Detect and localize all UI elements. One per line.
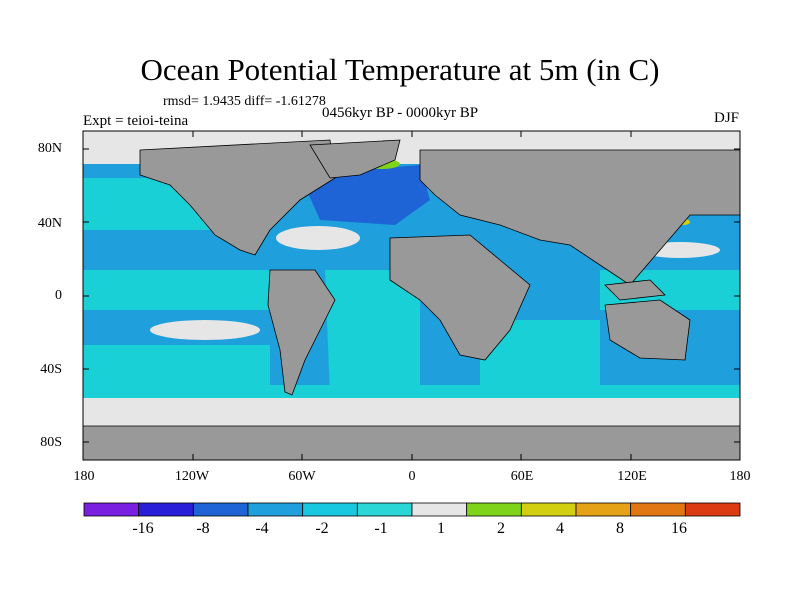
colorbar-label-neg16: -16	[132, 520, 154, 537]
lat-label-80s: 80S	[40, 435, 62, 450]
ocean-patch-near-zero-atlantic	[276, 226, 360, 250]
colorbar-label-2: 2	[497, 520, 505, 537]
colorbar-segment	[575, 502, 632, 517]
colorbar-segment	[466, 502, 522, 517]
ocean-band-light-southern	[83, 385, 740, 398]
ocean-band-light-atlantic	[325, 270, 420, 395]
lon-label-0: 0	[408, 469, 416, 484]
colorbar-label-1: 1	[437, 520, 445, 537]
lon-label-180e: 180	[729, 469, 751, 484]
land-greenland	[309, 139, 401, 179]
land-africa	[389, 234, 531, 361]
experiment-label: Expt = teioi-teina	[83, 113, 189, 129]
colorbar-segment	[630, 502, 686, 517]
lat-label-40n: 40N	[37, 216, 62, 231]
rmsd-diff-stats: rmsd= 1.9435 diff= -1.61278	[163, 94, 326, 109]
colorbar-segment	[192, 502, 249, 517]
season-label: DJF	[713, 110, 739, 126]
colorbar-segment	[138, 502, 194, 517]
ocean-antarctic-near-zero	[83, 398, 740, 426]
lat-label-40s: 40S	[40, 362, 62, 377]
colorbar-label-neg4: -4	[255, 520, 269, 537]
colorbar-segment	[247, 502, 304, 517]
colorbar-label-16: 16	[671, 520, 687, 537]
ocean-band-light-indian	[480, 320, 600, 395]
colorbar-label-4: 4	[556, 520, 564, 537]
colorbar-segment	[411, 502, 468, 517]
ocean-patch-near-zero-south	[150, 320, 260, 340]
colorbar-label-neg1: -1	[374, 520, 388, 537]
time-period-label: 0456kyr BP - 0000kyr BP	[322, 105, 479, 121]
lat-label-0: 0	[55, 288, 62, 303]
lat-label-80n: 80N	[37, 141, 62, 156]
colorbar	[83, 502, 741, 517]
colorbar-segment	[356, 502, 413, 517]
ocean-band-light-west-pacific	[600, 270, 740, 310]
lon-label-60w: 60W	[288, 469, 316, 484]
colorbar-segment	[302, 502, 358, 517]
land-south-america	[267, 269, 336, 396]
ocean-band-light-south-pacific	[83, 345, 270, 385]
land-maritime-asia	[604, 279, 666, 301]
land-eurasia	[419, 149, 741, 286]
lon-label-120e: 120E	[617, 469, 647, 484]
colorbar-label-neg8: -8	[196, 520, 210, 537]
plot-title: Ocean Potential Temperature at 5m (in C)	[140, 52, 660, 87]
colorbar-segment	[83, 502, 140, 517]
colorbar-segment	[684, 502, 741, 517]
lon-label-60e: 60E	[510, 469, 534, 484]
lon-label-180w: 180	[73, 469, 95, 484]
colorbar-label-neg2: -2	[315, 520, 329, 537]
colorbar-label-8: 8	[616, 520, 624, 537]
colorbar-segment	[520, 502, 577, 517]
lon-label-120w: 120W	[174, 469, 210, 484]
ocean-band-light-tropics-pacific	[83, 270, 280, 310]
land-australia	[604, 299, 691, 361]
